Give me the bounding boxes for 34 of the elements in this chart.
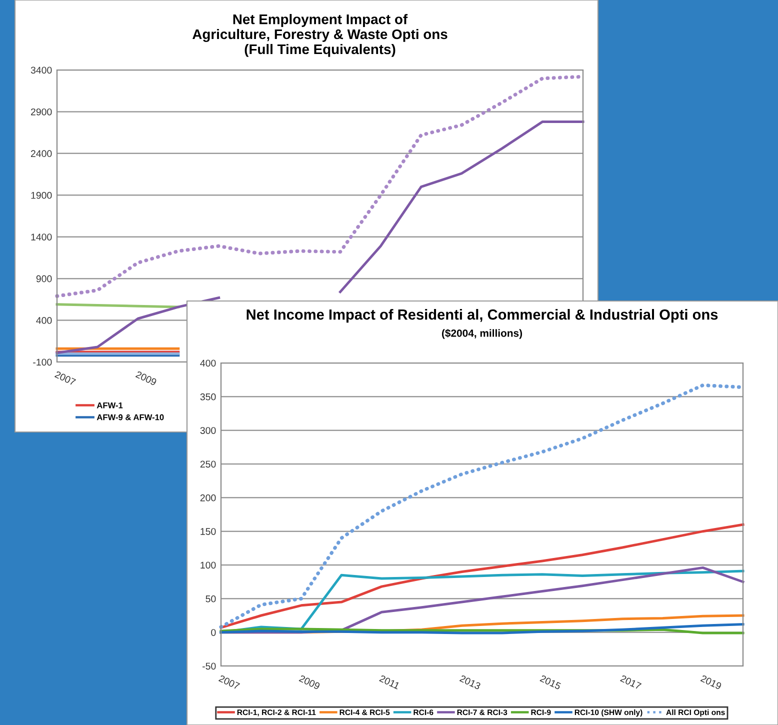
- chart-title: Net Income Impact of Residenti al, Commercial & Industrial Opti ons: [246, 309, 718, 323]
- line-series: [220, 523, 744, 629]
- x-tick-label: 2009: [135, 370, 157, 386]
- y-tick-label: 400: [36, 317, 52, 324]
- y-tick-label: 1400: [31, 234, 52, 240]
- y-tick-label: -100: [33, 358, 52, 366]
- y-tick-label: 150: [200, 528, 216, 535]
- x-tick-label: 2007: [218, 674, 240, 690]
- y-tick-label: 0: [211, 629, 216, 636]
- x-tick-label: 2011: [379, 674, 400, 690]
- chart-subtitle: ($2004, millions): [442, 329, 522, 339]
- y-tick-label: 200: [200, 494, 216, 502]
- y-tick-label: 400: [200, 360, 216, 367]
- y-tick-label: 350: [200, 393, 216, 400]
- legend-label: AFW-9 & AFW-10: [96, 414, 164, 420]
- y-tick-label: 250: [200, 460, 216, 468]
- x-tick-label: 2017: [620, 674, 642, 690]
- x-tick-label: 2013: [459, 674, 482, 690]
- y-tick-label: 3400: [30, 66, 52, 74]
- line-series: [220, 623, 744, 634]
- x-tick-label: 2019: [700, 674, 722, 690]
- y-tick-label: 2400: [31, 150, 52, 158]
- x-tick-label: 2009: [298, 674, 320, 690]
- y-tick-label: -50: [202, 662, 216, 670]
- y-tick-label: 300: [200, 427, 216, 434]
- y-tick-label: 50: [206, 595, 216, 602]
- y-tick-label: 900: [36, 275, 52, 282]
- y-tick-label: 1900: [31, 192, 52, 199]
- legend-label: AFW-1: [96, 402, 123, 408]
- y-tick-label: 2900: [31, 108, 52, 116]
- chart-title: Net Employment Impact of Agriculture, Forestry & Waste Opti ons (Full Time Equivalents): [192, 14, 448, 57]
- x-tick-label: 2007: [54, 370, 76, 386]
- x-tick-label: 2015: [540, 674, 562, 690]
- y-tick-label: 100: [200, 562, 216, 569]
